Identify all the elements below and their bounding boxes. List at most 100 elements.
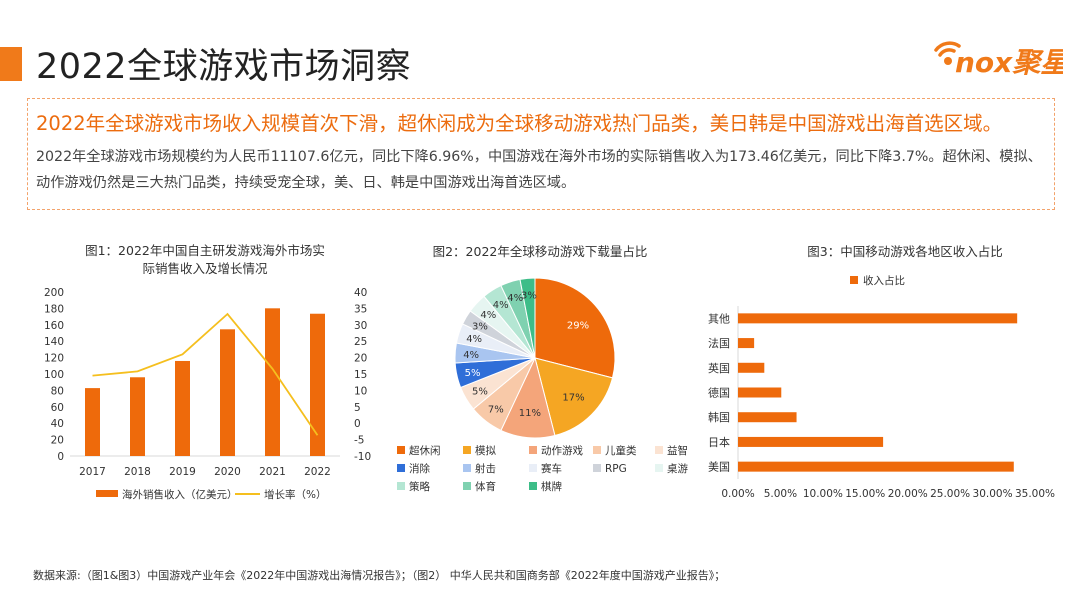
chart3-y-tick: 法国	[708, 336, 730, 350]
pie-legend-swatch	[397, 464, 405, 472]
chart1-left-tick: 80	[51, 385, 64, 397]
pie-legend-label: 超休闲	[409, 444, 441, 457]
chart1-left-tick: 180	[44, 303, 64, 315]
pie-legend-label: RPG	[605, 463, 627, 475]
pie-slice-label: 5%	[465, 368, 481, 379]
chart3-y-tick: 德国	[708, 386, 730, 400]
chart3-y-tick: 韩国	[708, 410, 730, 424]
pie-slice-label: 3%	[521, 290, 537, 301]
chart3-bar	[738, 461, 1014, 472]
chart1-right-tick: -10	[354, 451, 371, 463]
pie-legend-label: 动作游戏	[541, 444, 583, 457]
data-source-note: 数据来源:（图1&图3）中国游戏产业年会《2022年中国游戏出海情况报告》；（图…	[33, 569, 726, 582]
chart1-left-tick: 100	[44, 369, 64, 381]
chart1-legend-bar-swatch	[96, 490, 118, 497]
pie-slice-label: 17%	[562, 392, 584, 403]
summary-headline: 2022年全球游戏市场收入规模首次下滑，超休闲成为全球移动游戏热门品类，美日韩是…	[36, 112, 1003, 135]
pie-legend-label: 益智	[667, 444, 688, 457]
chart1-right-tick: 20	[354, 353, 367, 365]
logo-signal-icon	[934, 41, 961, 65]
chart3-y-tick: 英国	[708, 361, 730, 375]
chart1-left-tick: 160	[44, 320, 64, 332]
pie-slice-label: 4%	[463, 350, 479, 361]
chart1-x-tick: 2020	[214, 466, 241, 478]
chart3-bar	[738, 387, 782, 398]
chart1-legend-line-label: 增长率（%）	[264, 488, 326, 501]
chart1-x-tick: 2017	[79, 466, 106, 478]
chart1-right-tick: 10	[354, 385, 367, 397]
chart1-left-tick: 20	[51, 435, 64, 447]
chart1-x-tick: 2018	[124, 466, 151, 478]
chart3-y-tick: 日本	[708, 435, 730, 449]
chart1-right-tick: 35	[354, 303, 367, 315]
chart3-x-tick: 15.00%	[845, 488, 885, 500]
pie-slice	[519, 277, 536, 359]
pie-legend-swatch	[397, 482, 405, 490]
pie-slice-label: 4%	[480, 310, 496, 321]
pie-legend-swatch	[463, 482, 471, 490]
pie-legend-swatch	[529, 446, 537, 454]
chart1-bar	[175, 360, 190, 456]
summary-body: 2022年全球游戏市场规模约为人民币11107.6亿元，同比下降6.96%，中国…	[36, 149, 1042, 191]
pie-slice-label: 3%	[472, 321, 488, 332]
pie-legend-swatch	[463, 446, 471, 454]
chart1-legend-bar-label: 海外销售收入（亿美元）	[122, 488, 238, 501]
chart1-title: 图1：2022年中国自主研发游戏海外市场实	[85, 243, 325, 258]
pie-legend-label: 棋牌	[541, 480, 562, 493]
chart3-x-tick: 5.00%	[764, 488, 797, 500]
pie-legend-swatch	[397, 446, 405, 454]
pie-legend-label: 桌游	[667, 462, 688, 475]
chart3-y-tick: 美国	[708, 461, 730, 474]
chart1-right-tick: 30	[354, 320, 367, 332]
chart3-x-tick: 30.00%	[973, 488, 1013, 500]
page-title: 2022全球游戏市场洞察	[36, 47, 412, 87]
chart1-x-tick: 2021	[259, 466, 286, 478]
chart-download-share-pie: 图2：2022年全球移动游戏下载量占比29%17%11%7%5%5%4%4%3%…	[397, 244, 688, 493]
chart1-right-tick: 5	[354, 402, 361, 414]
pie-slice-label: 4%	[507, 293, 523, 304]
title-accent-bar	[0, 47, 22, 81]
pie-legend-swatch	[529, 482, 537, 490]
chart1-right-tick: 40	[354, 287, 367, 299]
pie-legend-swatch	[529, 464, 537, 472]
chart3-bar	[738, 412, 797, 423]
chart1-bar	[220, 329, 235, 456]
chart1-growth-line	[92, 312, 319, 436]
pie-slice-label: 4%	[466, 334, 482, 345]
pie-legend-swatch	[593, 464, 601, 472]
pie-slice	[534, 357, 614, 437]
chart3-x-tick: 25.00%	[930, 488, 970, 500]
chart3-bar	[738, 436, 884, 447]
chart3-y-tick: 其他	[708, 312, 730, 325]
chart3-bar	[738, 362, 765, 373]
chart1-left-tick: 60	[51, 402, 64, 414]
pie-slice-label: 4%	[493, 300, 509, 311]
pie-legend-label: 体育	[475, 480, 496, 493]
pie-legend-label: 模拟	[475, 444, 496, 457]
pie-legend-label: 策略	[409, 480, 430, 493]
chart3-x-tick: 10.00%	[803, 488, 843, 500]
chart3-title: 图3：中国移动游戏各地区收入占比	[807, 244, 1002, 259]
pie-legend-swatch	[593, 446, 601, 454]
chart1-x-tick: 2019	[169, 466, 196, 478]
pie-legend-label: 消除	[409, 462, 430, 475]
logo-wordmark: nox聚星	[955, 46, 1063, 79]
pie-slice-label: 11%	[519, 408, 541, 419]
pie-slice-label: 5%	[472, 387, 488, 398]
chart1-x-tick: 2022	[304, 466, 331, 478]
chart1-left-tick: 0	[57, 451, 64, 463]
pie-legend-label: 赛车	[541, 462, 562, 475]
chart1-left-tick: 40	[51, 418, 64, 430]
pie-legend-label: 射击	[475, 462, 496, 475]
chart1-right-tick: 0	[354, 418, 361, 430]
chart3-x-tick: 20.00%	[888, 488, 928, 500]
nox-logo: nox聚星	[934, 41, 1063, 79]
chart1-bar	[130, 377, 145, 456]
pie-slice	[534, 277, 616, 379]
chart1-right-tick: -5	[354, 435, 364, 447]
pie-slice-label: 7%	[488, 405, 504, 416]
chart2-title: 图2：2022年全球移动游戏下载量占比	[433, 244, 648, 259]
pie-slice-label: 29%	[567, 321, 589, 332]
pie-legend-label: 儿童类	[605, 444, 637, 457]
